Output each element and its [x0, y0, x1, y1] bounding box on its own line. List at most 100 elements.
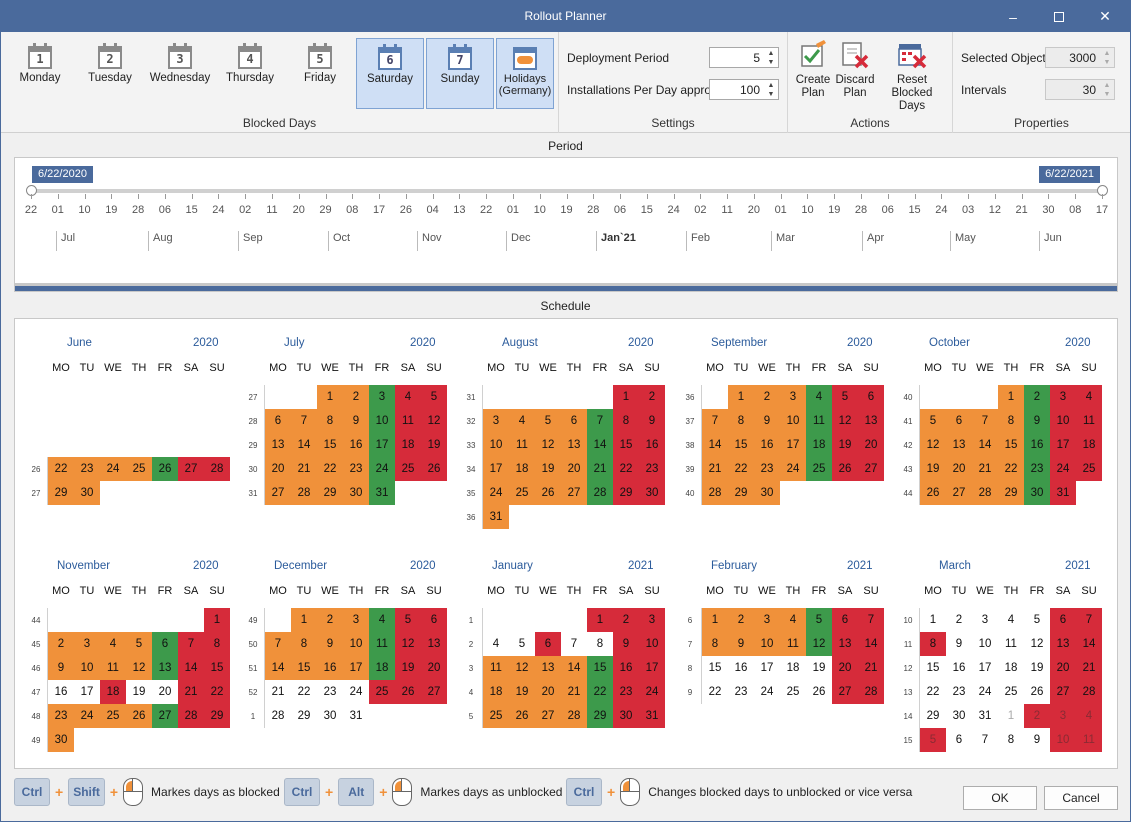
- calendar-day[interactable]: 10: [369, 409, 395, 433]
- calendar-day[interactable]: 31: [349, 710, 363, 722]
- calendar-day[interactable]: 4: [369, 608, 395, 632]
- calendar-day[interactable]: 19: [920, 457, 946, 481]
- calendar-day[interactable]: 22: [297, 686, 311, 698]
- calendar-day[interactable]: 6: [1050, 608, 1076, 632]
- calendar-day[interactable]: 3: [343, 608, 369, 632]
- calendar-day[interactable]: 14: [702, 433, 728, 457]
- calendar-day[interactable]: 10: [483, 433, 509, 457]
- calendar-day[interactable]: 8: [1007, 734, 1015, 746]
- calendar-day[interactable]: 16: [54, 686, 68, 698]
- calendar-day[interactable]: 2: [48, 632, 74, 656]
- calendar-day[interactable]: 3: [981, 614, 989, 626]
- calendar-day[interactable]: 14: [561, 656, 587, 680]
- calendar-day[interactable]: 25: [126, 457, 152, 481]
- calendar-day[interactable]: 27: [561, 481, 587, 505]
- calendar-day[interactable]: 12: [421, 409, 447, 433]
- calendar-day[interactable]: 6: [561, 409, 587, 433]
- calendar-day[interactable]: 7: [291, 409, 317, 433]
- calendar-day[interactable]: 24: [74, 704, 100, 728]
- calendar-day[interactable]: 30: [613, 704, 639, 728]
- calendar-day[interactable]: 15: [204, 656, 230, 680]
- calendar-day[interactable]: 26: [535, 481, 561, 505]
- calendar-day[interactable]: 30: [323, 710, 337, 722]
- calendar-day[interactable]: 21: [271, 686, 285, 698]
- calendar-day[interactable]: 2: [728, 608, 754, 632]
- calendar-day[interactable]: 17: [780, 433, 806, 457]
- calendar-day[interactable]: 9: [955, 638, 963, 650]
- calendar-day[interactable]: 26: [1030, 686, 1044, 698]
- calendar-day[interactable]: 3: [1050, 385, 1076, 409]
- minimize-button[interactable]: –: [990, 1, 1036, 32]
- calendar-day[interactable]: 10: [1050, 409, 1076, 433]
- calendar-day[interactable]: 2: [343, 385, 369, 409]
- cancel-button[interactable]: Cancel: [1044, 786, 1118, 810]
- calendar-day[interactable]: 26: [812, 686, 826, 698]
- calendar-day[interactable]: 11: [1076, 409, 1102, 433]
- calendar-day[interactable]: 5: [126, 632, 152, 656]
- calendar-day[interactable]: 8: [702, 632, 728, 656]
- installations-per-day-spinner[interactable]: 100 ▲ ▼: [709, 79, 779, 100]
- calendar-day[interactable]: 5: [920, 409, 946, 433]
- calendar-day[interactable]: 4: [1076, 704, 1102, 728]
- calendar-day[interactable]: 12: [395, 632, 421, 656]
- calendar-day[interactable]: 27: [858, 457, 884, 481]
- calendar-day[interactable]: 29: [204, 704, 230, 728]
- calendar-day[interactable]: 4: [806, 385, 832, 409]
- calendar-day[interactable]: 10: [639, 632, 665, 656]
- calendar-day[interactable]: 11: [369, 632, 395, 656]
- calendar-day[interactable]: 7: [178, 632, 204, 656]
- day-button-wednesday[interactable]: 3 Wednesday: [146, 38, 214, 109]
- calendar-day[interactable]: 16: [343, 433, 369, 457]
- calendar-day[interactable]: 4: [395, 385, 421, 409]
- calendar-day[interactable]: 14: [265, 656, 291, 680]
- calendar-day[interactable]: 28: [561, 704, 587, 728]
- calendar-day[interactable]: 7: [1076, 608, 1102, 632]
- calendar-day[interactable]: 15: [613, 433, 639, 457]
- calendar-day[interactable]: 22: [728, 457, 754, 481]
- calendar-day[interactable]: 11: [509, 433, 535, 457]
- calendar-day[interactable]: 29: [926, 710, 940, 722]
- calendar-day[interactable]: 12: [535, 433, 561, 457]
- calendar-day[interactable]: 5: [518, 638, 526, 650]
- calendar-day[interactable]: 24: [369, 457, 395, 481]
- calendar-day[interactable]: 22: [708, 686, 722, 698]
- reset-blocked-days-button[interactable]: Reset Blocked Days: [878, 38, 946, 113]
- calendar-day[interactable]: 22: [613, 457, 639, 481]
- day-button-tuesday[interactable]: 2 Tuesday: [76, 38, 144, 109]
- calendar-day[interactable]: 1: [317, 385, 343, 409]
- calendar-day[interactable]: 5: [535, 409, 561, 433]
- calendar-day[interactable]: 18: [1004, 662, 1018, 674]
- calendar-day[interactable]: 18: [483, 680, 509, 704]
- calendar-day[interactable]: 28: [1076, 680, 1102, 704]
- calendar-day[interactable]: 19: [509, 680, 535, 704]
- calendar-day[interactable]: 10: [74, 656, 100, 680]
- calendar-day[interactable]: 27: [535, 704, 561, 728]
- calendar-day[interactable]: 24: [639, 680, 665, 704]
- calendar-day[interactable]: 5: [395, 608, 421, 632]
- spin-up-icon[interactable]: ▲: [767, 50, 775, 57]
- calendar-day[interactable]: 7: [981, 734, 989, 746]
- calendar-day[interactable]: 18: [786, 662, 800, 674]
- calendar-day[interactable]: 31: [369, 481, 395, 505]
- calendar-day[interactable]: 11: [100, 656, 126, 680]
- calendar-day[interactable]: 11: [395, 409, 421, 433]
- calendar-day[interactable]: 18: [509, 457, 535, 481]
- calendar-day[interactable]: 8: [998, 409, 1024, 433]
- calendar-day[interactable]: 19: [421, 433, 447, 457]
- calendar-day[interactable]: 8: [291, 632, 317, 656]
- calendar-day[interactable]: 2: [639, 385, 665, 409]
- calendar-day[interactable]: 4: [1076, 385, 1102, 409]
- calendar-day[interactable]: 23: [74, 457, 100, 481]
- calendar-day[interactable]: 11: [1076, 728, 1102, 752]
- calendar-day[interactable]: 6: [535, 632, 561, 656]
- calendar-day[interactable]: 27: [421, 680, 447, 704]
- calendar-day[interactable]: 6: [265, 409, 291, 433]
- calendar-day[interactable]: 25: [483, 704, 509, 728]
- deployment-period-spinner[interactable]: 5 ▲ ▼: [709, 47, 779, 68]
- calendar-day[interactable]: 18: [395, 433, 421, 457]
- calendar-day[interactable]: 9: [1033, 734, 1041, 746]
- calendar-day[interactable]: 28: [587, 481, 613, 505]
- calendar-day[interactable]: 6: [946, 409, 972, 433]
- calendar-day[interactable]: 20: [561, 457, 587, 481]
- discard-plan-button[interactable]: Discard Plan: [834, 38, 876, 100]
